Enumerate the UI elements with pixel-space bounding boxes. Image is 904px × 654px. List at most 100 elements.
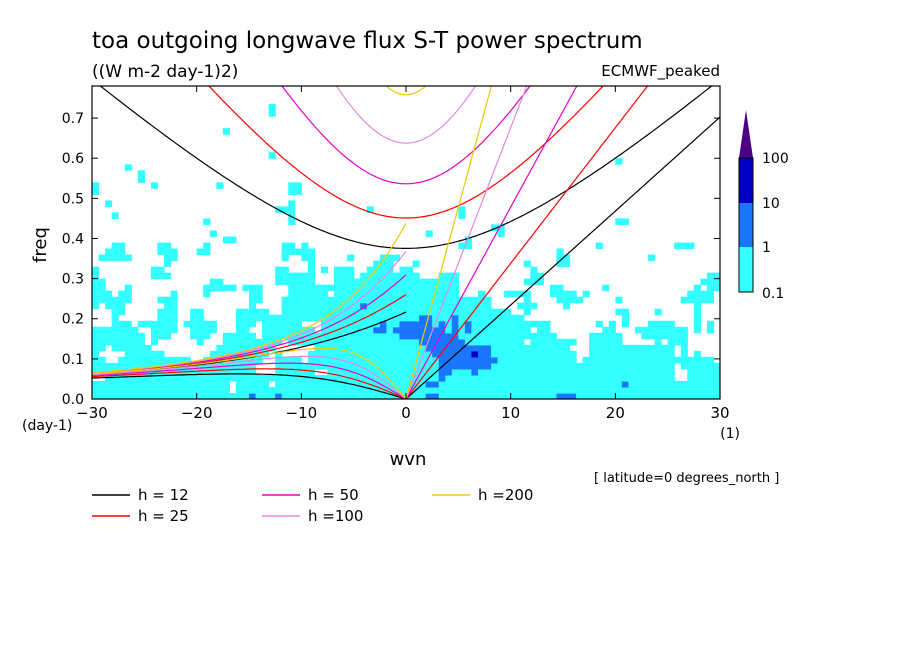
power-cell <box>451 284 459 292</box>
power-cell <box>314 302 322 310</box>
power-cell <box>602 380 610 388</box>
power-cell <box>464 374 473 382</box>
power-cell <box>713 278 720 286</box>
power-cell <box>628 362 636 370</box>
power-cell <box>392 356 401 364</box>
power-cell <box>118 356 126 364</box>
power-cell <box>209 368 217 376</box>
power-cell <box>680 392 688 399</box>
power-cell <box>654 380 662 388</box>
kelvin-wave-curve <box>405 86 493 399</box>
power-cell <box>438 296 446 304</box>
power-cell <box>693 290 701 298</box>
power-cell <box>177 392 185 399</box>
power-cell <box>294 326 302 334</box>
power-cell <box>340 290 348 298</box>
power-cell <box>353 332 361 340</box>
power-cell <box>170 392 178 399</box>
power-cell <box>379 332 387 340</box>
power-cell <box>131 386 139 394</box>
power-cell <box>249 392 257 399</box>
power-cell <box>471 332 479 340</box>
power-cell <box>621 362 630 370</box>
power-cell <box>517 374 525 382</box>
power-cell <box>111 374 119 382</box>
power-cell <box>235 332 244 340</box>
power-cell <box>523 380 531 388</box>
power-cell <box>137 338 145 346</box>
power-cell <box>137 332 145 340</box>
power-cell <box>425 362 433 370</box>
power-cell <box>549 392 558 399</box>
power-cell <box>687 290 695 298</box>
power-cell <box>190 332 198 340</box>
power-cell <box>242 392 250 399</box>
power-cell <box>621 374 630 382</box>
power-cell <box>517 380 525 388</box>
power-cell <box>523 392 531 399</box>
power-cell <box>118 386 126 394</box>
power-cell <box>648 254 656 262</box>
power-cell <box>693 368 701 376</box>
power-cell <box>648 368 656 376</box>
power-cell <box>379 356 387 364</box>
power-cell <box>353 284 361 292</box>
power-cell <box>582 386 590 394</box>
power-cell <box>654 320 662 328</box>
power-cell <box>700 278 708 286</box>
power-cell <box>307 260 316 268</box>
power-cell <box>203 332 211 340</box>
legend-label-h25: h = 25 <box>138 507 189 525</box>
power-cell <box>373 392 381 399</box>
power-cell <box>674 380 682 388</box>
power-cell <box>530 266 538 274</box>
power-cell <box>249 290 257 298</box>
power-cell <box>131 350 139 358</box>
power-cell <box>216 344 224 352</box>
power-cell <box>379 266 387 274</box>
power-cell <box>641 332 649 340</box>
power-cell <box>543 332 551 340</box>
power-cell <box>131 380 139 388</box>
power-cell <box>353 362 361 370</box>
colorbar-label-100: 100 <box>762 151 789 167</box>
power-cell <box>314 338 322 346</box>
power-cell <box>556 368 564 376</box>
power-cell <box>386 368 394 376</box>
power-cell <box>432 386 440 394</box>
power-cell <box>484 314 492 322</box>
power-cell <box>419 290 427 298</box>
power-cell <box>582 356 590 364</box>
power-cell <box>288 212 296 220</box>
power-cell <box>163 302 172 310</box>
power-cell <box>386 362 394 370</box>
power-cell <box>111 302 119 310</box>
power-cell <box>170 302 178 310</box>
power-cell <box>222 344 230 352</box>
power-cell <box>170 374 178 382</box>
power-cell <box>163 254 172 262</box>
power-cell <box>406 344 414 352</box>
power-cell <box>451 272 459 280</box>
power-cell <box>196 338 204 346</box>
power-cell <box>150 368 159 376</box>
power-cell <box>536 338 544 346</box>
power-cell <box>634 356 643 364</box>
colorbar-label-0-1: 0.1 <box>762 286 784 302</box>
power-cell <box>144 386 152 394</box>
power-cell <box>288 206 296 214</box>
power-cell <box>392 338 401 346</box>
power-cell <box>595 344 603 352</box>
power-cell <box>373 362 381 370</box>
power-cell <box>353 368 361 376</box>
power-cell <box>366 350 374 358</box>
power-cell <box>615 296 623 304</box>
power-cell <box>92 188 100 195</box>
power-cell <box>98 338 106 346</box>
power-cell <box>196 386 204 394</box>
power-cell <box>602 392 610 399</box>
power-cell <box>216 380 224 388</box>
power-cell <box>92 350 100 358</box>
power-cell <box>235 338 244 346</box>
x-tick-label: −30 <box>76 404 108 422</box>
